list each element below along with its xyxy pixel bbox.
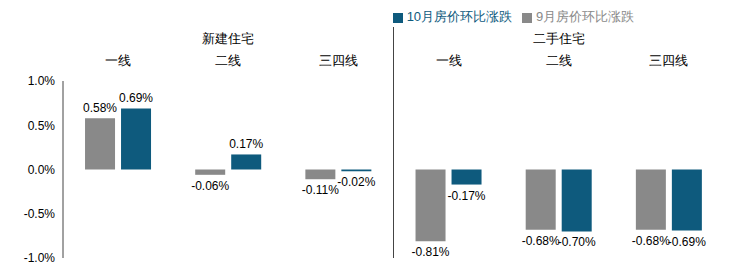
svg-text:-0.06%: -0.06%	[191, 179, 229, 193]
html-text:9月房价环比涨跌: 9月房价环比涨跌	[536, 9, 635, 24]
svg-text:三四线: 三四线	[649, 53, 688, 68]
svg-text:三四线: 三四线	[319, 53, 358, 68]
html-text:10月房价环比涨跌: 10月房价环比涨跌	[406, 9, 513, 24]
svg-text:0.0%: 0.0%	[28, 163, 56, 177]
svg-text:0.17%: 0.17%	[229, 137, 263, 151]
svg-text:二线: 二线	[546, 53, 572, 68]
svg-text:二手住宅: 二手住宅	[533, 31, 585, 46]
svg-text:-0.17%: -0.17%	[448, 189, 486, 203]
svg-text:-0.11%: -0.11%	[302, 183, 339, 197]
svg-text:-0.68%: -0.68%	[522, 234, 560, 248]
svg-text:-1.0%: -1.0%	[24, 251, 56, 265]
svg-text:0.69%: 0.69%	[119, 91, 153, 105]
svg-text:-0.68%: -0.68%	[632, 234, 670, 248]
svg-text:一线: 一线	[436, 53, 462, 68]
svg-text:0.5%: 0.5%	[28, 119, 56, 133]
svg-text:新建住宅: 新建住宅	[202, 31, 254, 46]
svg-text:-0.81%: -0.81%	[412, 245, 450, 259]
svg-text:-0.5%: -0.5%	[24, 207, 56, 221]
svg-text:-0.70%: -0.70%	[558, 235, 596, 249]
svg-text:-0.02%: -0.02%	[337, 175, 375, 189]
svg-text:二线: 二线	[215, 53, 241, 68]
svg-text:1.0%: 1.0%	[28, 74, 56, 88]
svg-text:0.58%: 0.58%	[83, 101, 117, 115]
svg-text:-0.69%: -0.69%	[668, 235, 706, 249]
svg-text:一线: 一线	[105, 53, 131, 68]
